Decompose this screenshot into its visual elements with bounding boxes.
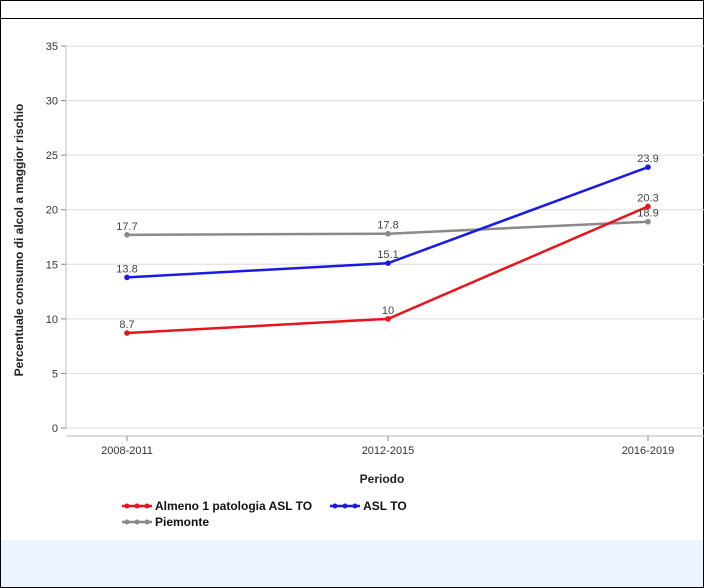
data-point [645,218,651,225]
legend-swatch-piemonte [122,519,152,525]
legend-item-almeno: Almeno 1 patologia ASL TO [122,499,312,513]
legend-swatch-asl [330,503,361,509]
data-labels: 8.7 10 20.3 13.8 15.1 23.9 17.7 17.8 18.9 [116,153,658,331]
data-label: 15.1 [377,249,398,261]
legend-swatch-almeno [122,503,152,509]
data-point [385,260,391,266]
data-point [124,330,130,336]
legend-label-piemonte: Piemonte [155,515,210,529]
data-label: 18.9 [637,208,658,220]
line-chart: 0 5 10 15 20 25 30 35 2008-2011 2012-2015 2016-20… [12,41,704,486]
data-label: 23.9 [637,153,658,165]
legend: Almeno 1 patologia ASL TO ASL TO Piemont… [122,498,425,530]
data-label: 17.8 [377,220,398,232]
legend-label-asl: ASL TO [363,499,407,513]
top-divider [0,18,704,19]
data-label: 13.8 [116,263,137,275]
y-tick-labels: 0 5 10 15 20 25 30 35 [46,41,58,435]
x-tick-label: 2012-2015 [362,445,415,457]
legend-label-almeno: Almeno 1 patologia ASL TO [155,499,313,513]
y-tick-label: 0 [52,423,58,435]
legend-row-2: Piemonte [122,514,425,530]
y-tick-label: 10 [46,314,58,326]
bottom-panel [1,540,703,587]
y-tick-label: 5 [52,368,58,380]
y-axis-title: Percentuale consumo di alcol a maggior r… [12,104,26,377]
data-label: 8.7 [119,319,134,331]
data-point [124,274,130,281]
data-label: 10 [382,305,394,317]
series-lines [124,164,651,336]
data-label: 17.7 [116,221,137,233]
legend-item-piemonte: Piemonte [122,515,209,529]
x-axis-title: Periodo [360,472,405,486]
x-tick-labels: 2008-2011 2012-2015 2016-2019 [101,445,674,457]
y-tick-label: 25 [46,150,58,162]
data-point [124,232,130,238]
x-tick-label: 2008-2011 [101,445,153,457]
legend-item-asl: ASL TO [330,499,407,513]
y-tick-label: 15 [46,259,58,271]
data-label: 20.3 [637,192,658,204]
data-point [645,164,651,170]
data-point [385,230,391,237]
gridlines [61,45,704,441]
data-point [385,316,391,322]
data-point [645,203,651,210]
x-tick-label: 2016-2019 [622,445,675,457]
legend-row-1: Almeno 1 patologia ASL TO ASL TO [122,498,425,514]
y-tick-label: 30 [46,96,58,108]
y-tick-label: 35 [46,41,58,53]
y-tick-label: 20 [46,205,58,217]
